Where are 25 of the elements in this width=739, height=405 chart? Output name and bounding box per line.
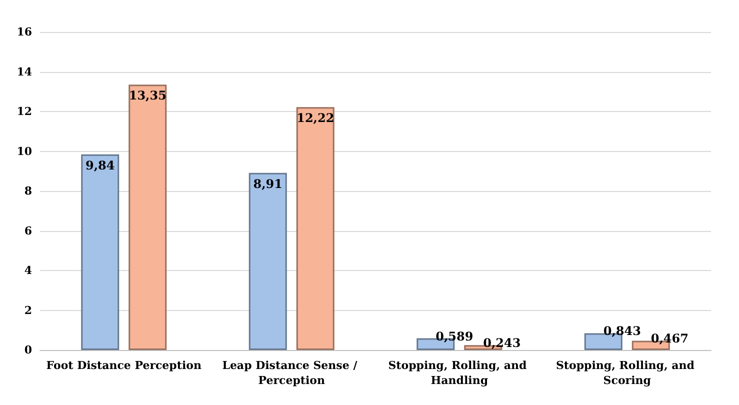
y-tick-label: 12: [16, 105, 32, 118]
data-label: 13,35: [128, 88, 166, 103]
data-label: 0,467: [650, 332, 688, 346]
y-tick-label: 16: [16, 26, 32, 38]
y-tick-label: 0: [24, 344, 32, 356]
data-label: 8,91: [253, 176, 282, 191]
bar: [128, 84, 167, 350]
x-tick-label: Stopping, Rolling, and Scoring: [556, 359, 698, 387]
x-tick-label: Leap Distance Sense / Perception: [222, 359, 362, 387]
x-tick-label: Stopping, Rolling, and Handling: [388, 359, 531, 387]
y-tick-label: 2: [24, 304, 32, 317]
bar: [248, 172, 287, 350]
bar: [81, 154, 120, 350]
y-tick-label: 6: [24, 224, 32, 238]
data-label: 0,243: [483, 336, 521, 350]
data-label: 0,589: [436, 329, 474, 344]
y-tick-label: 4: [24, 264, 32, 277]
bar: [296, 107, 334, 350]
data-label: 12,22: [296, 111, 334, 126]
y-tick-label: 8: [24, 184, 32, 198]
y-tick-label: 14: [16, 65, 32, 78]
y-tick-label: 10: [16, 144, 32, 158]
data-label: 0,843: [603, 324, 641, 338]
data-label: 9,84: [86, 158, 115, 172]
x-tick-label: Foot Distance Perception: [46, 359, 202, 372]
